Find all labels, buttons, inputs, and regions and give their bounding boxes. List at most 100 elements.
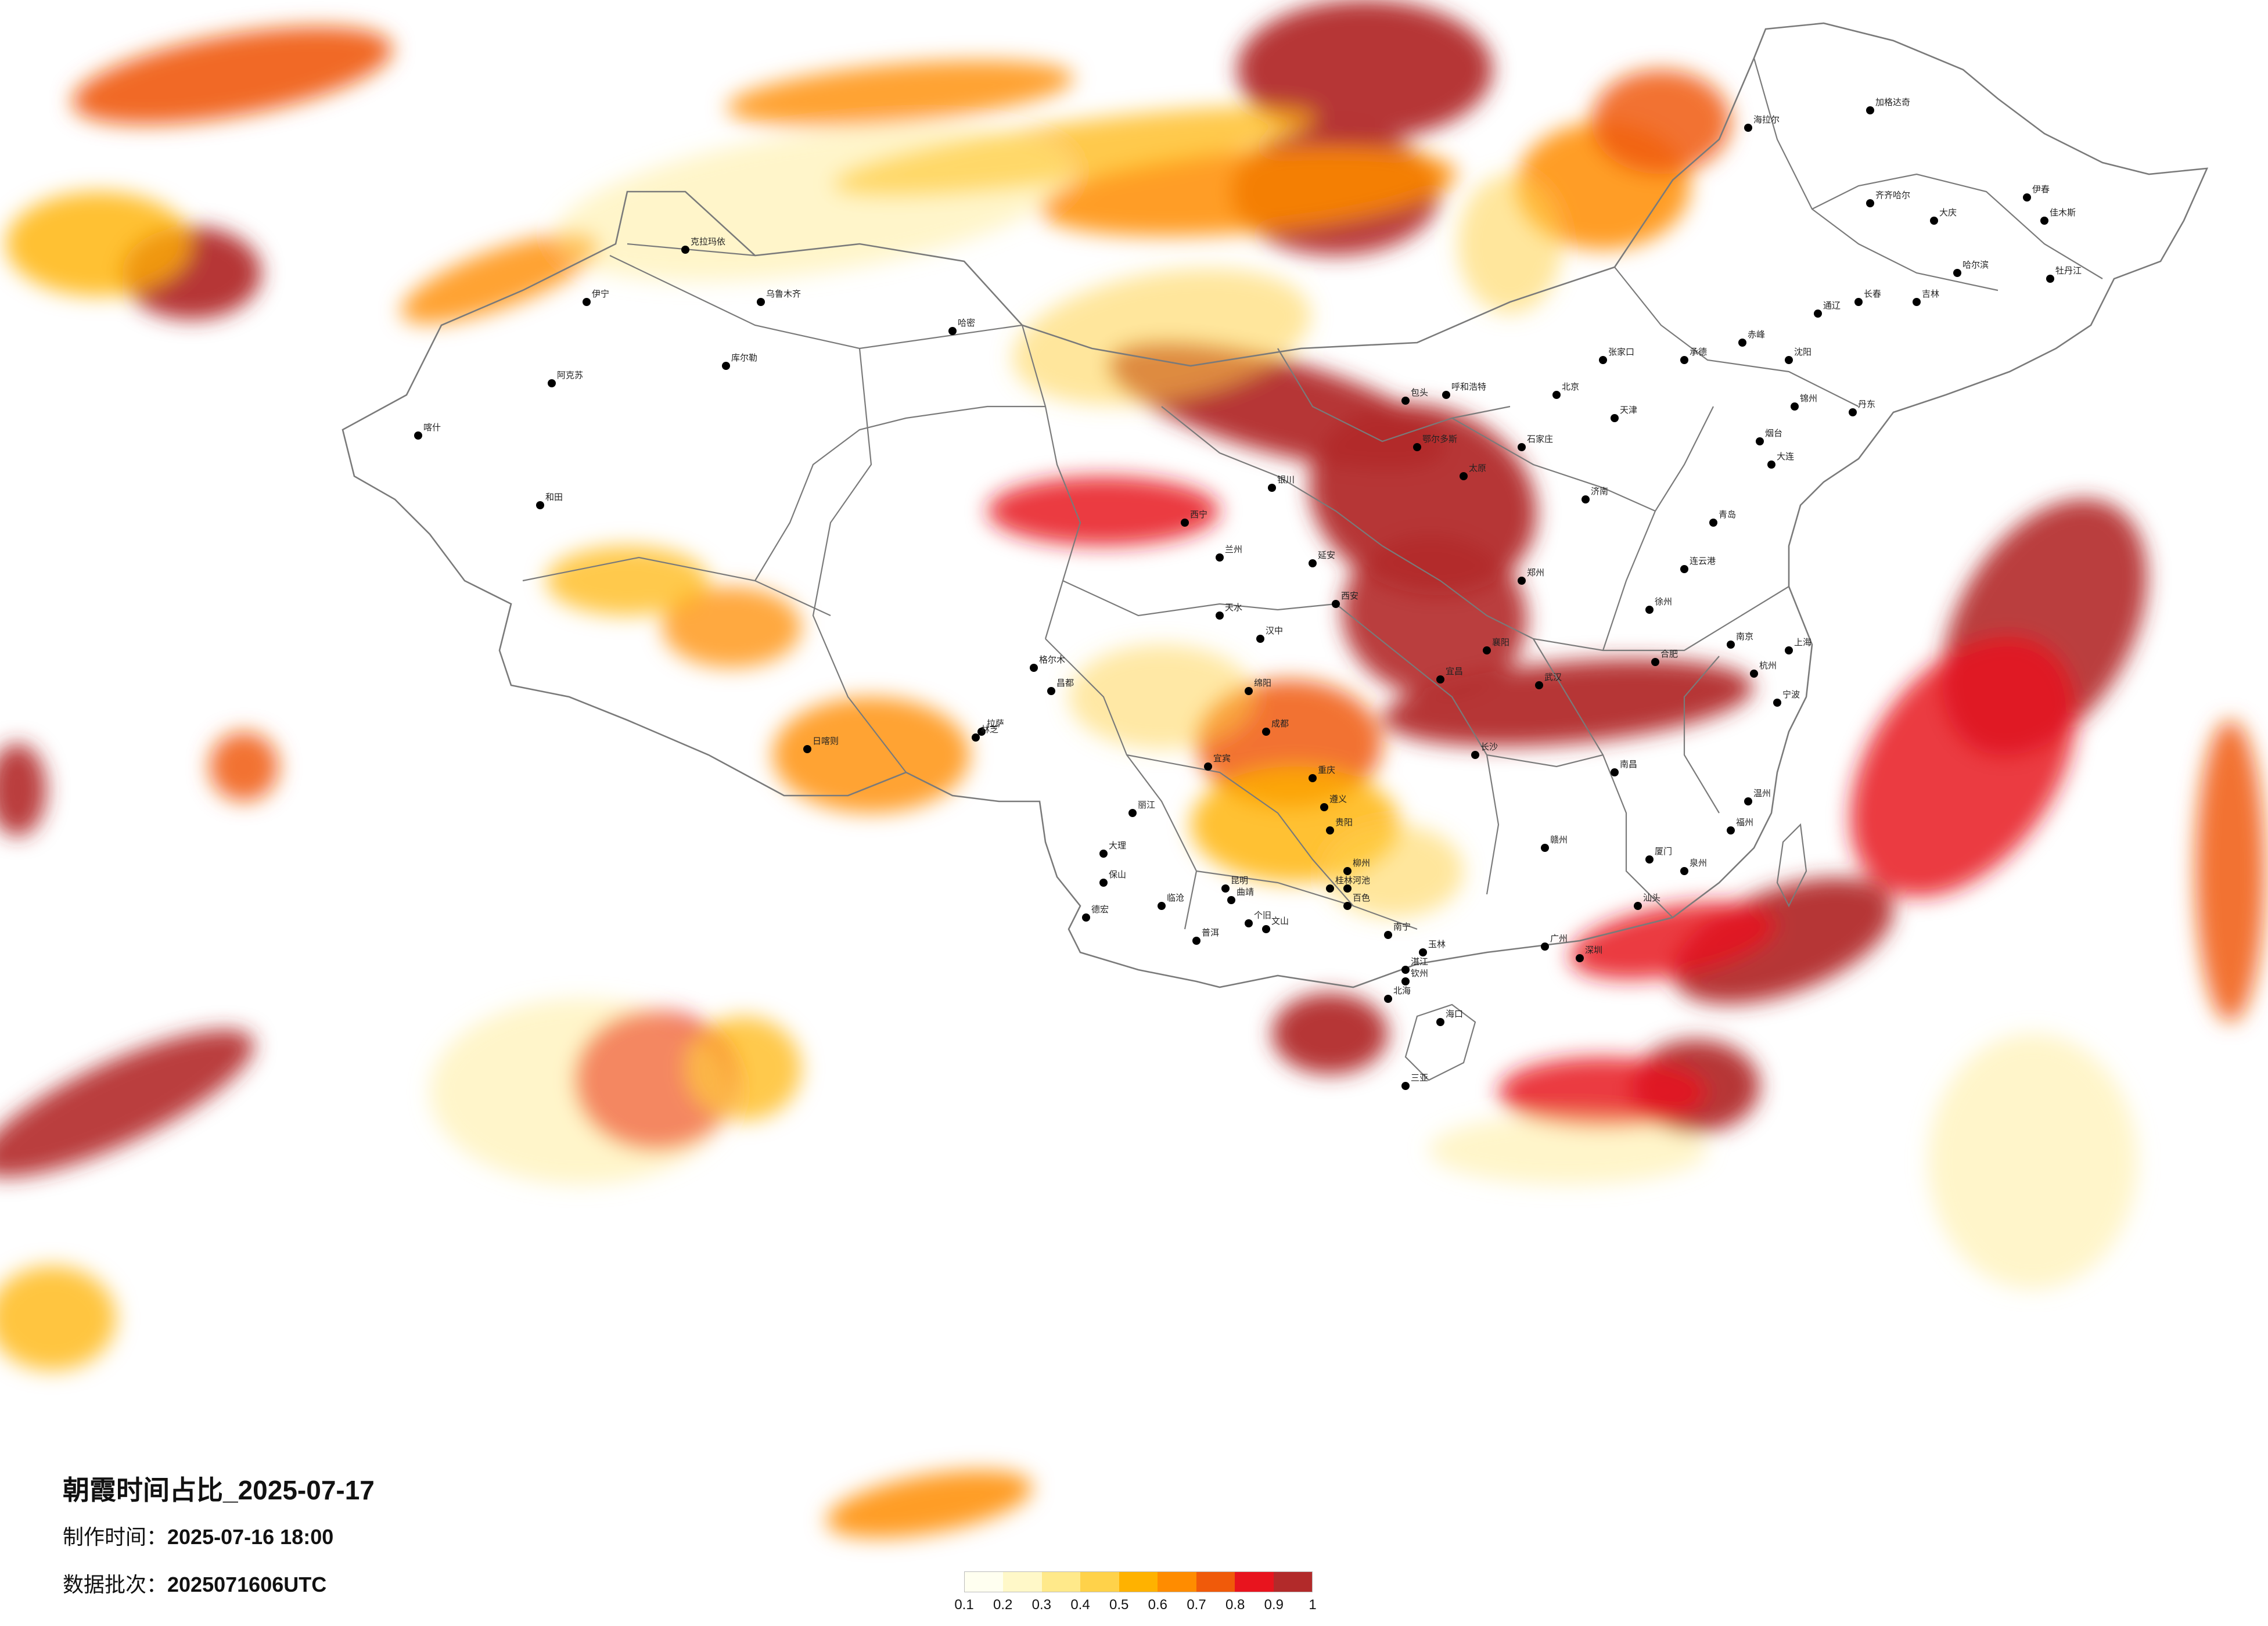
city-marker: 北海 [1384,985,1411,1003]
city-label: 湛江 [1411,956,1428,967]
city-marker: 林芝 [972,724,998,742]
city-label: 钦州 [1411,968,1428,979]
city-marker: 宜宾 [1204,753,1231,771]
city-dot [1552,391,1561,399]
city-dot [681,246,689,254]
city-dot [1192,937,1201,945]
city-label: 汕头 [1643,893,1660,903]
city-marker: 青岛 [1709,509,1736,527]
city-label: 石家庄 [1527,434,1553,444]
city-dot [1680,565,1688,573]
city-dot [1262,925,1270,933]
city-dot [1535,681,1543,689]
city-dot [1645,606,1654,614]
heat-blob [1458,174,1562,314]
heat-blob [209,732,279,801]
heat-blob [554,125,1072,282]
city-label: 保山 [1109,869,1126,880]
city-dot [1518,443,1526,451]
city-dot [1460,472,1468,480]
city-label: 烟台 [1765,428,1782,438]
city-marker: 烟台 [1756,428,1782,445]
city-label: 银川 [1277,474,1295,485]
city-label: 喀什 [423,422,441,433]
city-dot [722,362,730,370]
city-marker: 玉林 [1419,939,1446,956]
city-dot [1744,797,1752,805]
province-border [627,243,756,257]
city-dot [1756,437,1764,445]
city-marker: 牡丹江 [2046,265,2082,283]
city-dot [1849,408,1857,416]
heat-blob [1569,902,1776,980]
city-marker: 贵阳 [1326,817,1353,834]
legend-swatch [1235,1572,1274,1592]
city-label: 重庆 [1318,765,1335,775]
heat-blob [1342,534,1527,697]
city-label: 海拉尔 [1753,114,1780,125]
city-dot [1227,896,1235,904]
city-dot [1419,948,1427,956]
city-label: 锦州 [1800,393,1817,404]
heat-blob [546,546,709,616]
heat-blob [826,1470,1033,1538]
city-label: 承德 [1690,347,1707,357]
made-time-label: 制作时间： [63,1525,168,1549]
city-dot [972,733,980,742]
city-label: 格尔木 [1039,654,1065,665]
province-border [609,255,1023,350]
city-label: 赤峰 [1748,329,1765,340]
city-marker: 张家口 [1599,347,1634,364]
city-marker: 长春 [1854,289,1881,306]
city-marker: 哈尔滨 [1953,260,1989,277]
city-dot [2046,275,2054,283]
heat-blob [1850,636,2076,897]
city-marker: 汕头 [1634,893,1660,910]
city-marker: 徐州 [1645,596,1672,614]
heat-blob [1498,1057,1708,1127]
legend-swatch [1158,1572,1196,1592]
city-label: 佳木斯 [2050,207,2076,218]
city-dot [1262,728,1270,736]
city-marker: 宜昌 [1436,666,1463,684]
city-label: 乌鲁木齐 [766,289,801,299]
country-border [342,22,2209,988]
city-marker: 承德 [1680,347,1707,364]
city-dot [548,379,556,387]
city-marker: 太原 [1460,463,1486,480]
province-borders [342,22,2209,1081]
city-marker: 哈密 [948,318,975,335]
city-label: 沈阳 [1794,347,1811,357]
city-marker: 文山 [1262,916,1289,933]
heat-blob [430,999,732,1185]
heat-blob [987,476,1220,546]
heat-blob [71,26,393,125]
city-label: 桂林 [1335,875,1353,886]
city-dot [1773,699,1781,707]
city-dot [1343,902,1352,910]
city-marker: 湛江 [1401,956,1428,974]
city-dot [1727,641,1735,649]
legend-tick-label: 0.9 [1264,1597,1284,1613]
city-label: 吉林 [1922,289,1939,299]
city-marker: 武汉 [1535,672,1562,689]
heat-blob [0,743,46,836]
city-label: 哈密 [958,318,975,328]
heat-blob [1324,825,1464,918]
city-marker: 桂林 [1326,875,1353,893]
province-border [1277,348,1511,443]
city-label: 郑州 [1527,567,1544,578]
province-border [522,556,831,616]
city-label: 三亚 [1411,1073,1428,1083]
city-marker: 大连 [1767,451,1794,469]
probability-heat-layer [0,0,2265,1538]
city-dot [1785,646,1793,654]
city-marker: 济南 [1582,486,1608,503]
city-dot [1332,600,1340,608]
city-label: 柳州 [1353,858,1370,868]
heat-blob [727,60,1074,126]
city-marker: 绵阳 [1245,678,1271,695]
province-border [754,405,1045,581]
legend-swatch [1119,1572,1158,1592]
city-marker: 丽江 [1128,800,1155,817]
